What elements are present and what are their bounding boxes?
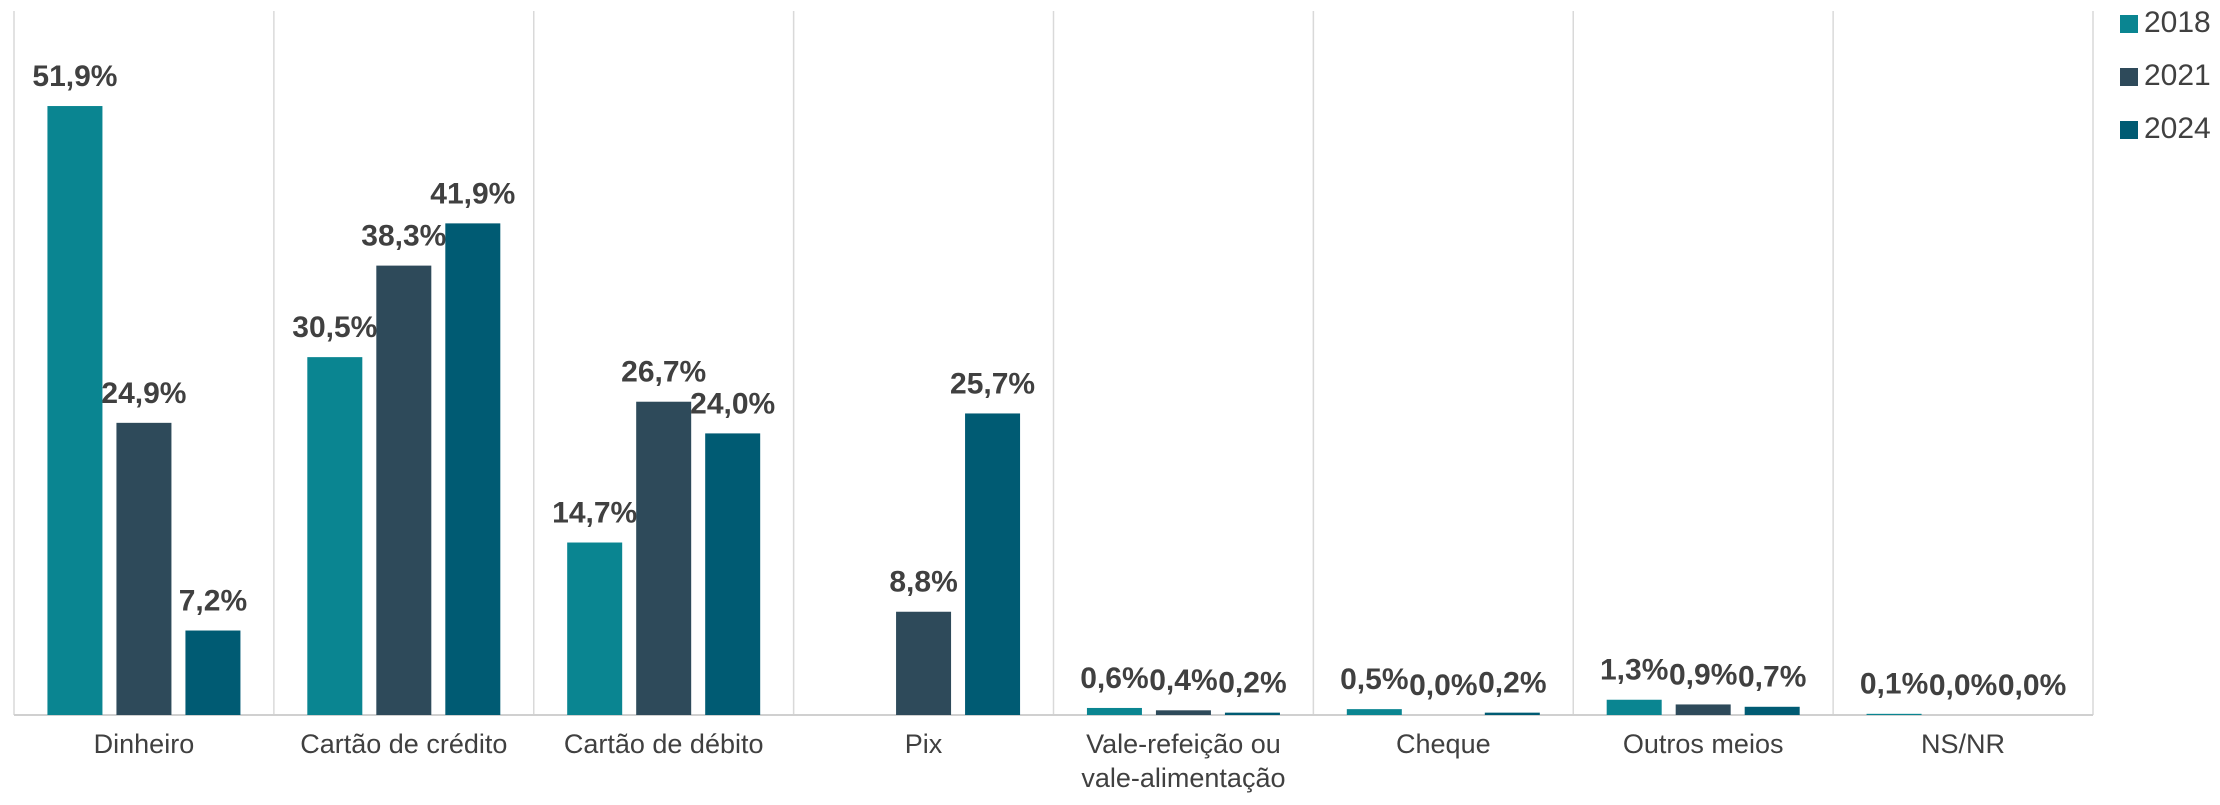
- data-label: 0,1%: [1860, 668, 1928, 701]
- legend-label: 2024: [2144, 112, 2211, 145]
- legend-label: 2021: [2144, 59, 2211, 92]
- bar: [1606, 699, 1662, 715]
- data-label: 24,0%: [690, 387, 775, 420]
- bar: [376, 265, 432, 715]
- data-label: 51,9%: [32, 60, 117, 93]
- data-label: 1,3%: [1600, 654, 1668, 687]
- bar: [567, 542, 623, 715]
- data-label: 0,4%: [1149, 664, 1217, 697]
- data-label: 0,5%: [1340, 663, 1408, 696]
- data-label: 38,3%: [361, 220, 446, 253]
- x-tick-label: NS/NR: [1921, 729, 2006, 759]
- data-label: 7,2%: [179, 584, 247, 617]
- data-label: 0,2%: [1478, 667, 1546, 700]
- bar: [1155, 710, 1211, 715]
- legend-swatch: [2120, 15, 2138, 33]
- data-label: 14,7%: [552, 496, 637, 529]
- x-tick-label: Dinheiro: [93, 729, 195, 759]
- bar: [445, 223, 501, 715]
- data-label: 25,7%: [950, 367, 1035, 400]
- x-tick-label: Pix: [904, 729, 943, 759]
- data-label: 8,8%: [889, 566, 957, 599]
- legend-swatch: [2120, 121, 2138, 139]
- x-tick-label: Cheque: [1396, 729, 1491, 759]
- data-label: 0,9%: [1669, 658, 1737, 691]
- data-label: 0,0%: [1998, 669, 2066, 702]
- bar: [307, 357, 363, 715]
- bar: [1866, 713, 1922, 715]
- data-label: 0,0%: [1929, 669, 1997, 702]
- bar: [1224, 712, 1280, 715]
- data-label: 26,7%: [621, 356, 706, 389]
- x-tick-label: Outros meios: [1622, 729, 1784, 759]
- x-tick-label: Cartão de débito: [563, 729, 764, 759]
- data-label: 0,0%: [1409, 669, 1477, 702]
- bar: [965, 413, 1021, 715]
- legend-swatch: [2120, 68, 2138, 86]
- bar: [1744, 706, 1800, 715]
- bar: [116, 422, 172, 715]
- data-label: 0,2%: [1218, 667, 1286, 700]
- bar: [636, 401, 692, 715]
- bar: [1346, 709, 1402, 715]
- bar: [1675, 704, 1731, 715]
- bar: [47, 106, 103, 716]
- x-tick-label: Cartão de crédito: [300, 729, 508, 759]
- bar: [705, 433, 761, 715]
- legend-label: 2018: [2144, 6, 2211, 39]
- data-label: 30,5%: [292, 311, 377, 344]
- data-label: 0,7%: [1738, 661, 1806, 694]
- bar: [896, 611, 952, 715]
- data-label: 24,9%: [101, 377, 186, 410]
- bar: [185, 630, 241, 715]
- data-label: 0,6%: [1080, 662, 1148, 695]
- bar: [1086, 707, 1142, 715]
- bar: [1484, 712, 1540, 715]
- x-tick-label: Vale-refeição ou vale-alimentação: [1081, 729, 1286, 793]
- data-label: 41,9%: [430, 177, 515, 210]
